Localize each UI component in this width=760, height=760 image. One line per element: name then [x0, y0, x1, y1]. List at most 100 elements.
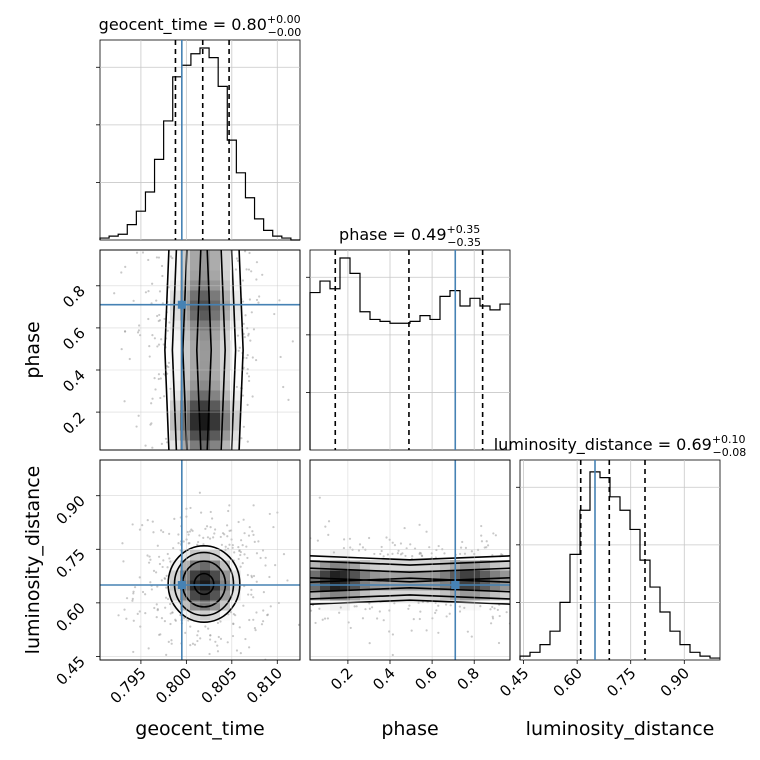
- density-cell: [420, 560, 431, 571]
- sample-point: [261, 549, 265, 552]
- sample-point: [248, 618, 251, 622]
- sample-point: [207, 627, 210, 630]
- sample-point: [342, 547, 346, 550]
- sample-point: [264, 556, 267, 559]
- sample-point: [164, 606, 167, 609]
- sample-point: [135, 425, 138, 428]
- sample-point: [251, 395, 254, 398]
- sample-point: [167, 361, 171, 364]
- density-cell: [350, 600, 361, 611]
- contour-line: [195, 250, 213, 450]
- density-cell: [210, 390, 221, 401]
- sample-point: [459, 546, 463, 549]
- sample-point: [252, 504, 255, 507]
- sample-point: [302, 590, 304, 592]
- sample-point: [278, 299, 281, 302]
- sample-point: [252, 574, 256, 578]
- y-tick-label-phase: 0.6: [59, 324, 89, 354]
- density-cell: [330, 570, 341, 581]
- sample-point: [339, 606, 342, 609]
- sample-point: [266, 613, 269, 616]
- sample-point: [403, 526, 406, 530]
- sample-point: [208, 537, 212, 540]
- sample-point: [385, 536, 388, 539]
- sample-point: [137, 329, 141, 332]
- sample-point: [128, 357, 131, 361]
- sample-point: [168, 321, 171, 324]
- sample-point: [152, 569, 156, 572]
- sample-point: [255, 298, 259, 302]
- y-tick-label-phase: 0.4: [59, 366, 89, 396]
- density-cell: [170, 310, 181, 321]
- sample-point: [246, 354, 249, 357]
- sample-point: [247, 593, 250, 596]
- sample-point: [168, 602, 172, 606]
- sample-point: [247, 375, 251, 378]
- sample-point: [241, 279, 245, 282]
- sample-point: [349, 626, 352, 630]
- sample-point: [144, 291, 148, 294]
- sample-point: [418, 523, 421, 526]
- sample-point: [236, 259, 239, 262]
- sample-point: [199, 511, 203, 514]
- x-tick-label-geocent_time: 0.805: [198, 664, 241, 707]
- sample-point: [252, 533, 255, 536]
- density-cell: [380, 570, 391, 581]
- sample-point: [157, 256, 161, 259]
- sample-point: [264, 564, 267, 567]
- sample-point: [190, 528, 193, 531]
- density-cell: [220, 250, 231, 261]
- sample-point: [253, 540, 256, 543]
- sample-point: [150, 588, 153, 591]
- density-cell: [230, 270, 241, 281]
- sample-point: [150, 302, 153, 305]
- sample-point: [163, 395, 166, 398]
- density-cell: [340, 600, 351, 611]
- density-cell: [340, 550, 351, 561]
- sample-point: [268, 512, 271, 516]
- density-cell: [180, 250, 191, 261]
- sample-point: [420, 554, 423, 557]
- sample-point: [435, 609, 438, 612]
- density-cell: [340, 560, 351, 571]
- sample-point: [257, 301, 260, 304]
- sample-point: [196, 634, 199, 637]
- density-cell: [210, 590, 221, 601]
- sample-point: [159, 633, 162, 636]
- density-cell: [210, 350, 221, 361]
- title-minus: −0.35: [447, 236, 481, 249]
- sample-point: [237, 546, 240, 549]
- sample-point: [250, 574, 253, 577]
- y-tick-label-luminosity_distance: 0.60: [52, 599, 88, 635]
- sample-point: [252, 328, 256, 331]
- sample-point: [158, 290, 162, 293]
- sample-point: [153, 606, 156, 610]
- density-cell: [210, 420, 221, 431]
- density-cell: [200, 600, 211, 611]
- panel-content: [310, 460, 510, 660]
- density-cell: [170, 380, 181, 391]
- sample-point: [348, 537, 352, 540]
- sample-point: [268, 575, 271, 579]
- sample-point: [203, 682, 205, 684]
- sample-point: [132, 592, 135, 595]
- density-cell: [190, 570, 201, 581]
- density-cell: [210, 280, 221, 291]
- sample-point: [279, 355, 282, 359]
- density-cell: [180, 600, 191, 611]
- contour-line: [167, 544, 241, 624]
- density-cell: [180, 570, 191, 581]
- sample-point: [463, 606, 466, 609]
- sample-point: [157, 373, 161, 376]
- density-cell: [170, 320, 181, 331]
- y-axis-label-phase: phase: [22, 321, 44, 378]
- density-cell: [320, 600, 331, 611]
- sample-point: [144, 444, 147, 447]
- panel-content: [100, 460, 307, 684]
- sample-point: [412, 618, 415, 621]
- density-cell: [350, 590, 361, 601]
- density-cell: [200, 290, 211, 301]
- sample-point: [157, 555, 161, 558]
- sample-point: [305, 535, 307, 537]
- density-cell: [220, 280, 231, 291]
